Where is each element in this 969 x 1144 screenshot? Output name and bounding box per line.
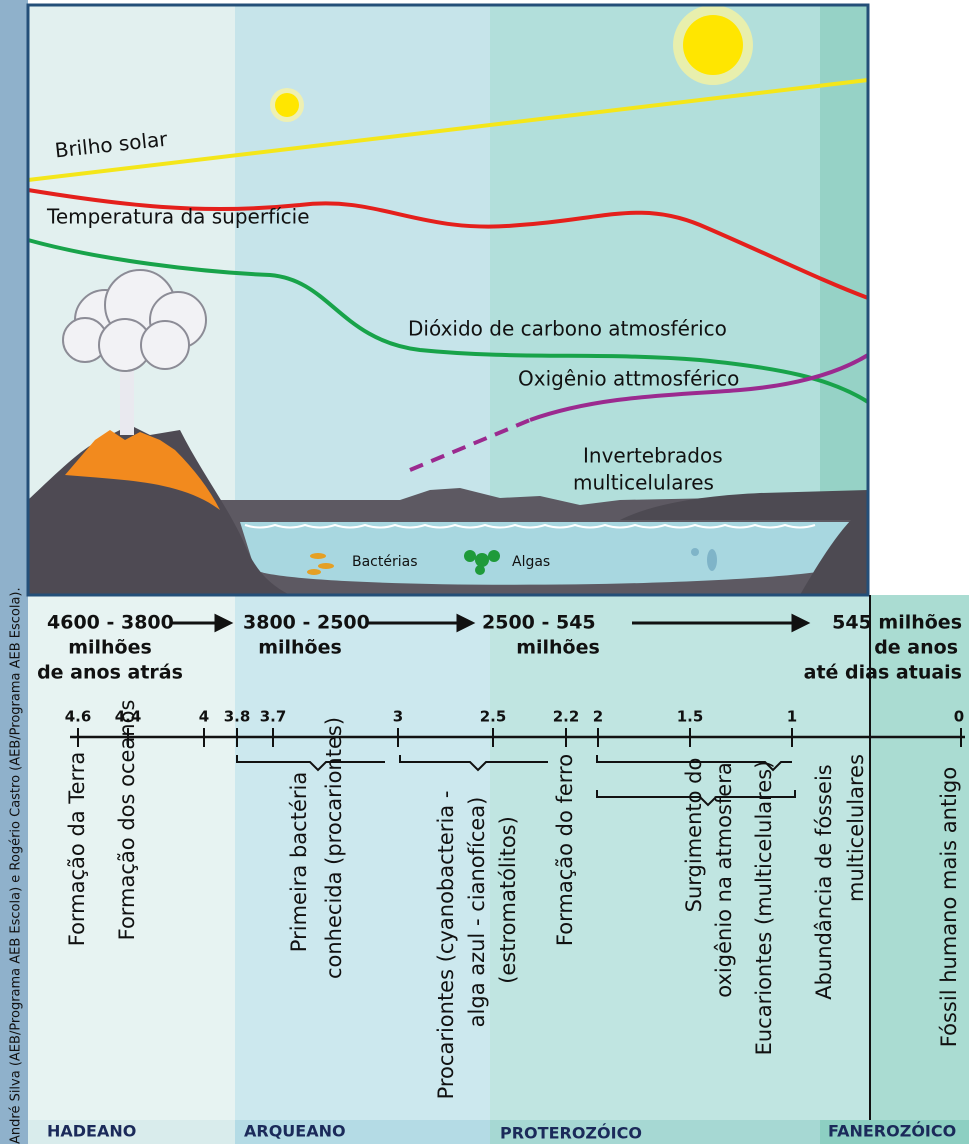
tick-label: 3 [393, 708, 403, 726]
era-range: 2500 - 545 [482, 612, 596, 634]
event-label: Formação dos oceanos [115, 700, 139, 941]
bacteria-icon [307, 553, 334, 575]
ocean [240, 522, 868, 585]
brackets [236, 755, 796, 807]
tick-label: 4.6 [65, 708, 92, 726]
event-label: Procariontes (cyanobacteria - [434, 791, 458, 1100]
eon-bar [820, 1120, 969, 1144]
curve-label: Oxigênio attmosférico [518, 367, 739, 391]
tick-label: 2.5 [480, 708, 507, 726]
tick-label: 4.4 [115, 708, 142, 726]
invertebrate-icon [691, 548, 717, 571]
band-fanerozoico-lower [870, 595, 969, 1120]
event-label: Formação do ferro [553, 754, 577, 946]
credit: André Silva (AEB/Programa AEB Escola) e … [9, 587, 24, 1144]
curve-label: Temperatura da superfície [46, 205, 310, 229]
event-label: Fóssil humano mais antigo [937, 767, 961, 1047]
tick-label: 2.2 [553, 708, 580, 726]
eon-label: FANEROZÓICO [828, 1122, 956, 1141]
ocean-label: Bactérias [352, 554, 418, 570]
era-range: 4600 - 3800 [47, 612, 174, 634]
event-label: Formação da Terra [65, 752, 89, 947]
algae-icon [464, 550, 500, 575]
band-arqueano-lower [235, 595, 490, 1120]
curve-label: Invertebrados [583, 444, 723, 468]
eon-bar [235, 1120, 490, 1144]
band-proterozoico-lower [490, 595, 870, 1120]
era-text: até dias atuais [804, 662, 962, 684]
event-label: Surgimento do [682, 758, 706, 913]
tick-label: 1 [787, 708, 797, 726]
sun [275, 93, 299, 117]
rock [620, 490, 868, 520]
era-range: 545 milhões [832, 612, 962, 634]
event-label: Abundância de fósseis [812, 764, 836, 1000]
eon-bar [28, 1120, 235, 1144]
ocean-label: Algas [512, 554, 550, 570]
curve-label: multicelulares [573, 471, 714, 495]
event-label: multicelulares [844, 754, 868, 902]
events: Formação da Terra Formação dos oceanos Pri… [65, 700, 961, 1100]
frame [26, 3, 870, 597]
era-text: milhões [258, 637, 342, 659]
eon-bar [490, 1120, 820, 1144]
era-text: milhões [68, 637, 152, 659]
event-label: (estromatólitos) [496, 816, 520, 984]
timeline-ticks: 4.6 4.4 4 3.8 3.7 3 2.5 2.2 2 1.5 1 0 [65, 708, 964, 747]
tick-label: 1.5 [677, 708, 704, 726]
era-range: 3800 - 2500 [243, 612, 370, 634]
tick-label: 4 [199, 708, 209, 726]
curve-label: Dióxido de carbono atmosférico [408, 317, 727, 341]
tick-label: 2 [593, 708, 603, 726]
co2-curve [27, 238, 870, 404]
eon-label: ARQUEANO [244, 1122, 346, 1141]
cloud [62, 269, 207, 372]
credit-strip [0, 0, 28, 1144]
solar-curve [27, 78, 869, 182]
band-hadeano-lower [28, 595, 235, 1120]
sun [683, 15, 743, 75]
eon-label: PROTEROZÓICO [500, 1124, 642, 1143]
event-label: alga azul - cianofícea) [465, 797, 489, 1028]
tick-label: 0 [954, 708, 964, 726]
event-label: oxigênio na atmosfera [712, 762, 736, 997]
lava [65, 430, 220, 510]
arrows [172, 613, 811, 633]
temperature-curve [27, 188, 869, 300]
tick-label: 3.7 [260, 708, 287, 726]
waves [244, 523, 816, 529]
event-label: Eucariontes (multicelulares) [752, 761, 776, 1056]
oxygen-curve [529, 353, 870, 422]
event-label: conhecida (procariontes) [322, 717, 346, 979]
eon-label: HADEANO [47, 1122, 136, 1141]
era-text: de anos atrás [37, 662, 183, 684]
event-label: Primeira bactéria [287, 772, 311, 952]
era-text: milhões [516, 637, 600, 659]
tick-label: 3.8 [224, 708, 251, 726]
rock [800, 505, 868, 595]
era-text: de anos [874, 637, 958, 659]
